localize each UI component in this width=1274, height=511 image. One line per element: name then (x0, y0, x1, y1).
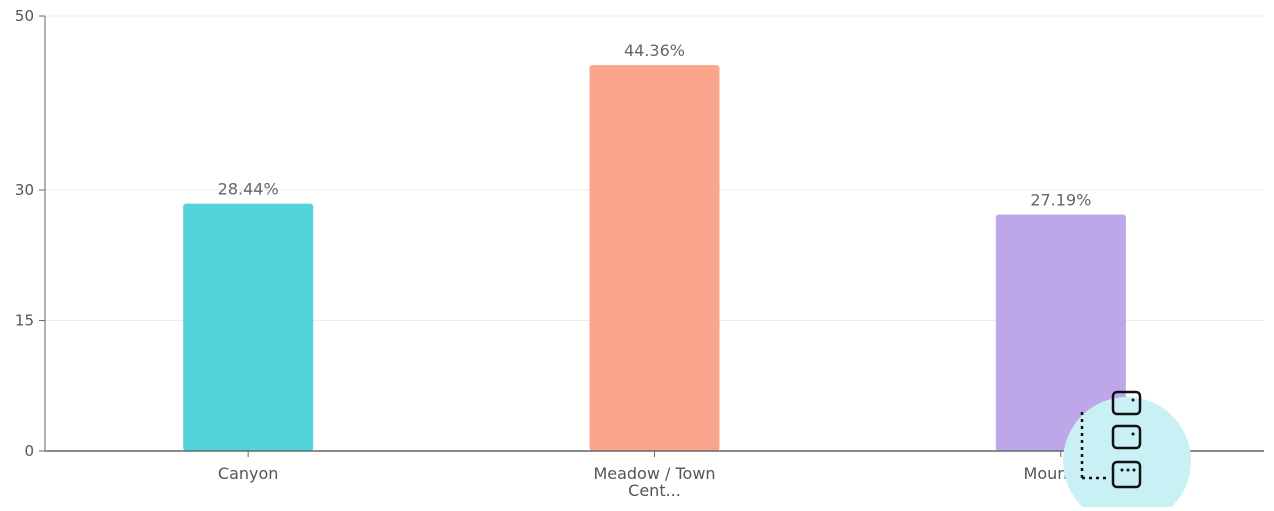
data-label: 28.44% (218, 180, 279, 199)
bars (183, 65, 1126, 452)
data-label: 44.36% (624, 41, 685, 60)
stacked-layers-icon[interactable] (1080, 390, 1142, 489)
bar[interactable] (995, 214, 1126, 451)
bar[interactable] (183, 203, 314, 451)
overlay-widget[interactable] (1063, 390, 1191, 511)
data-label: 27.19% (1030, 190, 1091, 209)
bar[interactable] (589, 65, 720, 452)
y-tick-label: 15 (15, 312, 34, 330)
labels: 0 15 30 50 28.44% Canyon 44.36% Meadow / TownCe… (15, 7, 1098, 500)
axes (39, 15, 1264, 457)
y-tick-label: 50 (15, 7, 34, 25)
y-tick-label: 0 (24, 442, 34, 460)
overlay-circle[interactable] (1063, 397, 1191, 511)
x-tick-label: Meadow / Town (593, 464, 715, 483)
x-tick-label: Canyon (218, 464, 279, 483)
y-tick-label: 30 (15, 181, 34, 199)
x-tick-label: Cent... (628, 481, 681, 500)
